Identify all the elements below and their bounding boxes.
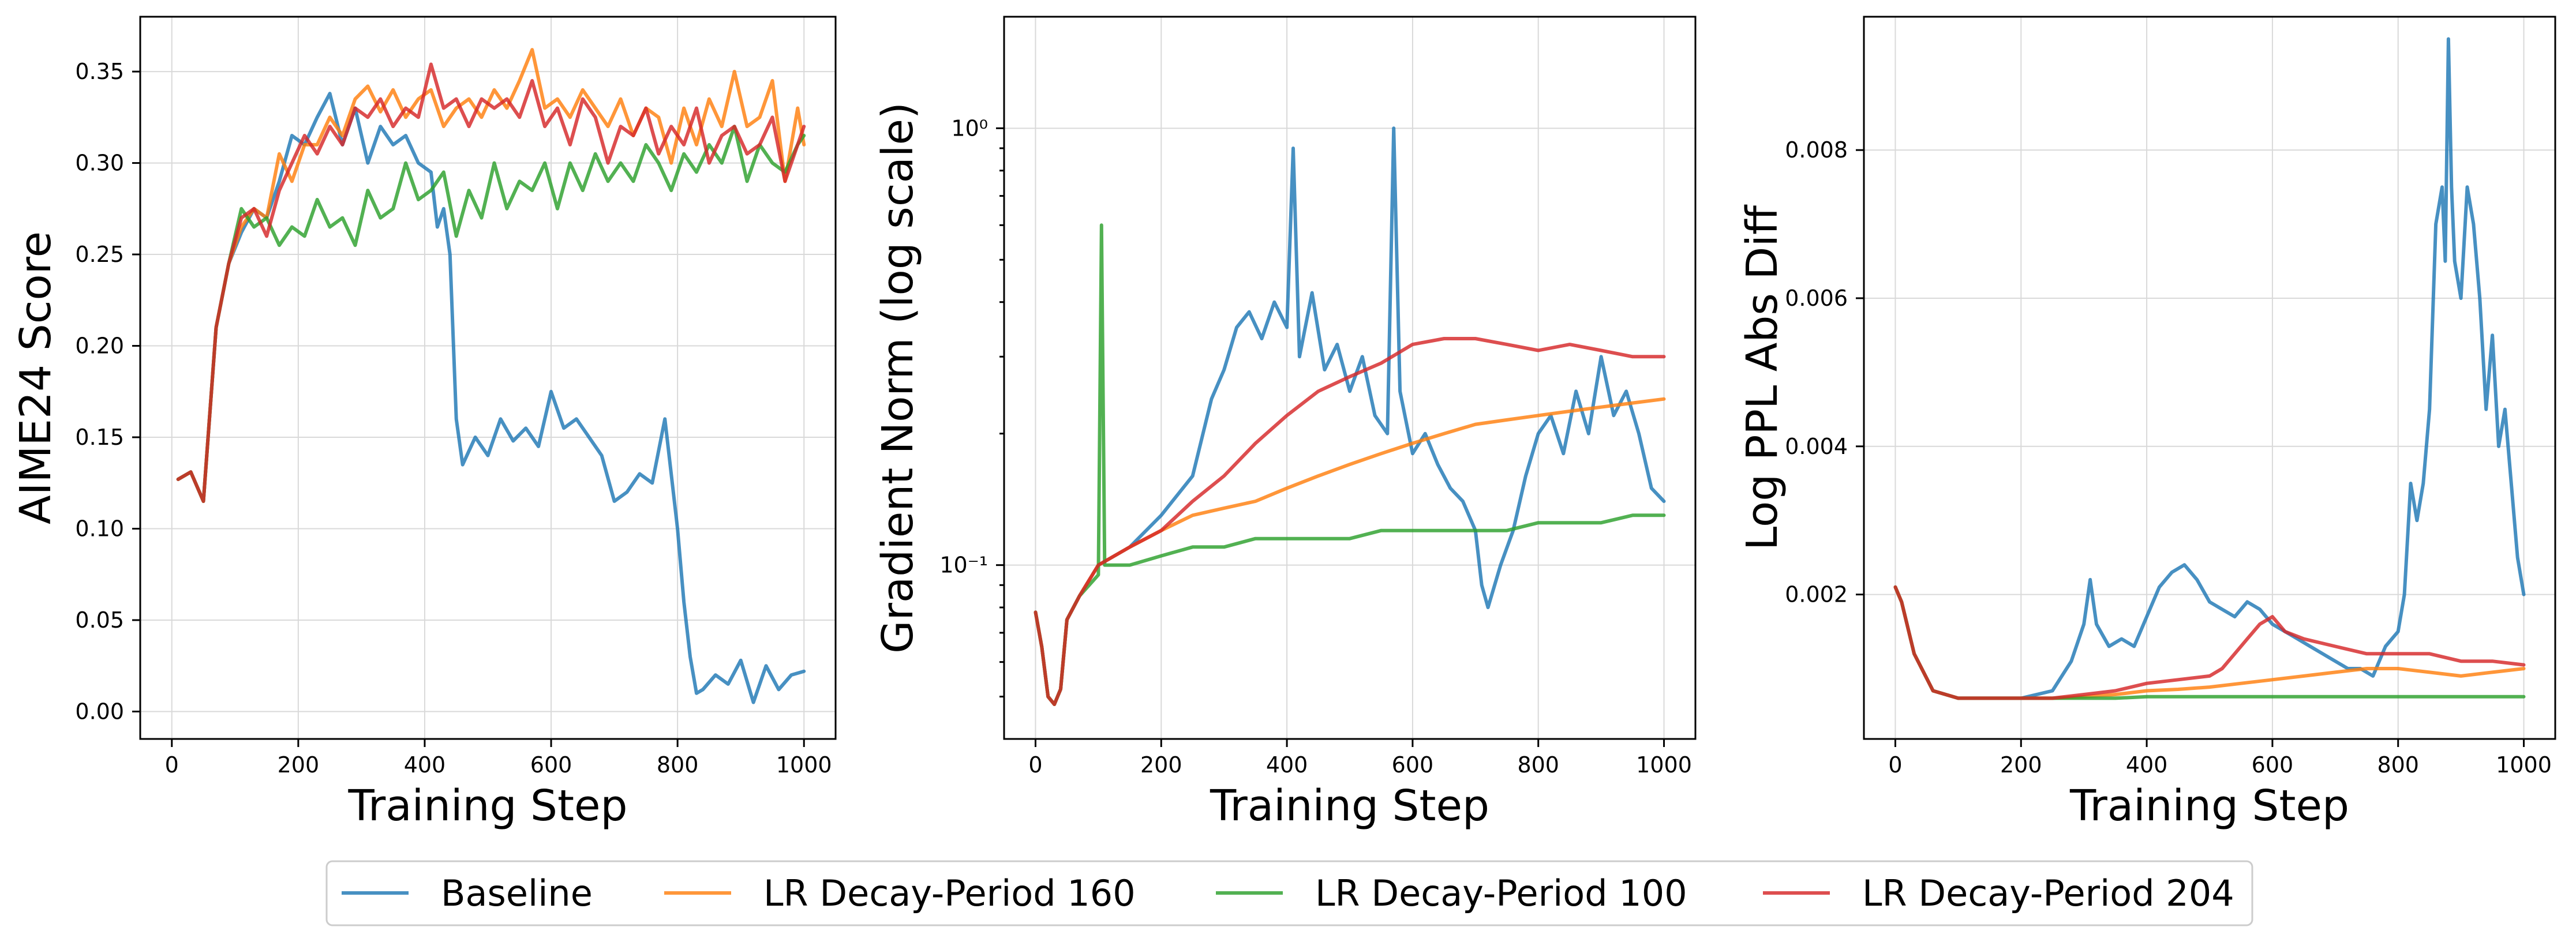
series-line-lr-decay-period-100 bbox=[176, 125, 806, 503]
series-line-lr-decay-period-160 bbox=[1034, 397, 1666, 706]
grid bbox=[140, 17, 836, 739]
x-tick-label: 800 bbox=[2377, 752, 2419, 778]
y-axis-label: Gradient Norm (log scale) bbox=[873, 102, 923, 654]
y-tick-label: 0.35 bbox=[75, 59, 124, 84]
x-axis-label: Training Step bbox=[348, 781, 628, 831]
y-tick-label: 10⁰ bbox=[951, 115, 988, 141]
y-tick-label: 0.05 bbox=[75, 607, 124, 633]
x-tick-label: 200 bbox=[278, 752, 320, 778]
x-tick-label: 800 bbox=[1517, 752, 1559, 778]
legend-label-lr-decay-period-100: LR Decay-Period 100 bbox=[1315, 872, 1687, 914]
plot-frame bbox=[1003, 16, 1697, 740]
x-tick-label: 600 bbox=[530, 752, 572, 778]
y-tick-label: 0.006 bbox=[1785, 286, 1848, 311]
series-line-lr-decay-period-204 bbox=[1034, 337, 1666, 706]
x-tick-label: 600 bbox=[1392, 752, 1434, 778]
legend-box bbox=[325, 860, 2253, 926]
x-tick-label: 400 bbox=[2126, 752, 2168, 778]
x-tick-label: 200 bbox=[2000, 752, 2042, 778]
y-tick-label: 0.30 bbox=[75, 151, 124, 176]
series-group bbox=[1034, 126, 1666, 706]
log-ppl-abs-diff-panel: 0 200 400 600 800 1000 0.002 0.004 0.006 0.008 Tra… bbox=[1738, 16, 2556, 831]
x-tick-label: 600 bbox=[2252, 752, 2294, 778]
y-tick-label: 10⁻¹ bbox=[939, 553, 988, 578]
y-axis-label: Log PPL Abs Diff bbox=[1738, 204, 1787, 550]
y-axis-label: AIME24 Score bbox=[11, 231, 61, 524]
y-tick-label: 0.15 bbox=[75, 425, 124, 450]
x-tick-label: 400 bbox=[1266, 752, 1308, 778]
series-line-lr-decay-period-160 bbox=[176, 48, 806, 503]
series-line-baseline bbox=[1034, 126, 1666, 706]
series-line-lr-decay-period-204 bbox=[1893, 585, 2526, 700]
x-tick-label: 800 bbox=[657, 752, 699, 778]
y-tick-label: 0.004 bbox=[1785, 434, 1848, 459]
gradient-norm-panel: 0 200 400 600 800 1000 10⁻¹ 10⁰ Training Step Gra… bbox=[873, 16, 1697, 831]
plot-frame bbox=[139, 16, 837, 740]
x-tick-label: 0 bbox=[1028, 752, 1042, 778]
legend-label-baseline: Baseline bbox=[441, 872, 593, 914]
y-tick-label: 0.20 bbox=[75, 333, 124, 359]
aime24-score-panel: 0 200 400 600 800 1000 0.00 0.05 0.10 0.15 0.20 0.2… bbox=[11, 16, 837, 831]
x-tick-label: 0 bbox=[165, 752, 179, 778]
x-tick-label: 0 bbox=[1888, 752, 1902, 778]
x-axis-label: Training Step bbox=[2069, 781, 2349, 831]
series-line-baseline bbox=[1893, 37, 2526, 700]
legend-label-lr-decay-period-160: LR Decay-Period 160 bbox=[763, 872, 1136, 914]
y-tick-label: 0.00 bbox=[75, 699, 124, 724]
x-tick-label: 200 bbox=[1140, 752, 1182, 778]
series-group bbox=[176, 48, 806, 704]
legend-label-lr-decay-period-204: LR Decay-Period 204 bbox=[1862, 872, 2234, 914]
series-line-lr-decay-period-204 bbox=[176, 62, 806, 503]
series-group bbox=[1893, 37, 2526, 700]
x-tick-label: 1000 bbox=[1636, 752, 1692, 778]
series-line-baseline bbox=[176, 92, 806, 704]
x-tick-label: 1000 bbox=[776, 752, 832, 778]
x-tick-label: 400 bbox=[404, 752, 446, 778]
y-tick-label: 0.008 bbox=[1785, 137, 1848, 163]
x-tick-label: 1000 bbox=[2496, 752, 2552, 778]
plot-frame bbox=[1863, 16, 2556, 740]
y-tick-label: 0.25 bbox=[75, 242, 124, 267]
x-axis-label: Training Step bbox=[1210, 781, 1489, 831]
grid bbox=[1004, 17, 1695, 739]
y-tick-label: 0.10 bbox=[75, 516, 124, 541]
grid bbox=[1864, 17, 2555, 739]
legend: Baseline LR Decay-Period 160 LR Decay-Peri… bbox=[325, 860, 2253, 926]
y-tick-label: 0.002 bbox=[1785, 582, 1848, 607]
